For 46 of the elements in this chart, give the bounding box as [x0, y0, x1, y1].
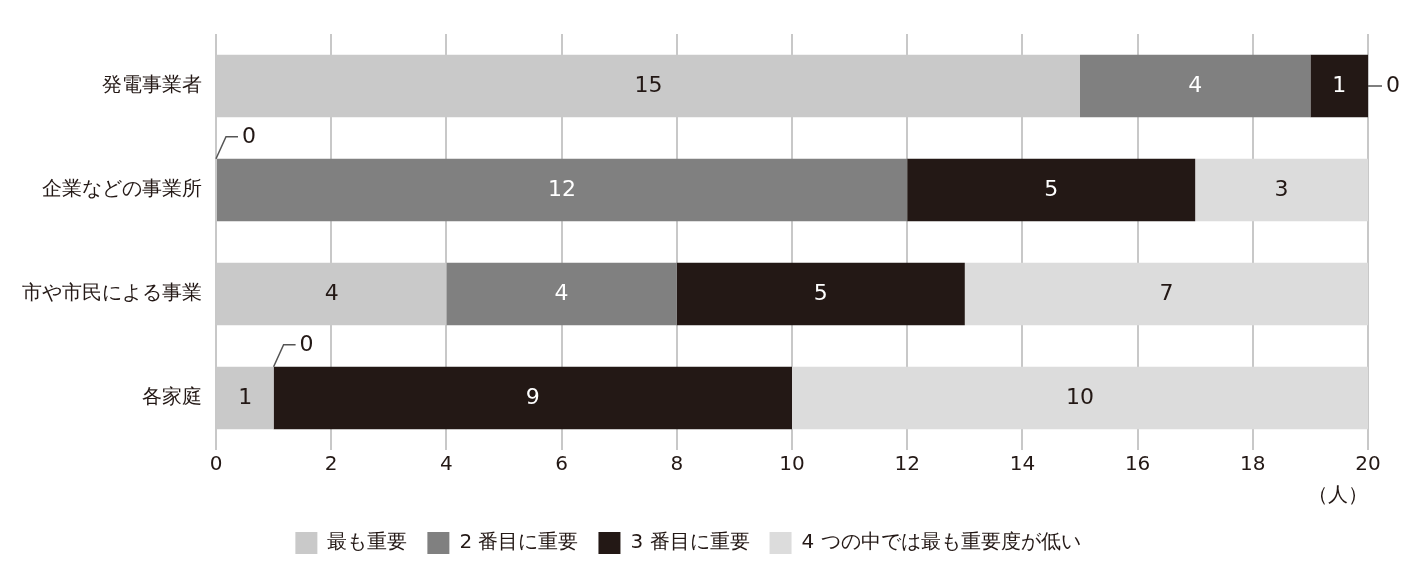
annotation: 0: [1386, 71, 1400, 97]
x-tick-label: 8: [670, 451, 684, 476]
bar: [792, 366, 1368, 430]
legend-label: 2 番目に重要: [459, 529, 579, 554]
data-label: 12: [548, 175, 577, 201]
x-tick-label: 20: [1355, 451, 1381, 476]
y-tick-label: 市や市民による事業: [22, 280, 202, 305]
bar: [273, 366, 792, 430]
data-label: 4: [1188, 71, 1203, 97]
x-tick-label: 12: [894, 451, 920, 476]
bar: [964, 262, 1368, 326]
x-tick-label: 0: [209, 451, 223, 476]
x-axis-title: （人）: [1308, 482, 1368, 507]
data-label: 4: [554, 279, 569, 305]
bar: [1310, 54, 1368, 118]
y-tick-label: 各家庭: [142, 384, 202, 409]
x-tick-label: 16: [1124, 451, 1151, 476]
bar: [1080, 54, 1311, 118]
data-label: 5: [813, 279, 828, 305]
legend-label: 4 つの中では最も重要度が低い: [801, 529, 1081, 554]
y-tick-label: 企業などの事業所: [42, 176, 202, 201]
data-label: 10: [1066, 383, 1094, 409]
annotation: 0: [242, 122, 256, 148]
legend-label: 最も重要: [327, 529, 408, 554]
x-tick-label: 6: [555, 451, 568, 476]
data-label: 9: [525, 383, 540, 409]
data-label: 1: [238, 383, 253, 409]
legend-label: 3 番目に重要: [630, 529, 750, 554]
data-label: 1: [1332, 71, 1347, 97]
data-label: 4: [324, 279, 339, 305]
bar: [676, 262, 965, 326]
x-tick-label: 2: [324, 451, 338, 476]
data-label: 5: [1044, 175, 1059, 201]
data-label: 7: [1159, 279, 1174, 305]
data-label: 15: [634, 71, 663, 97]
x-tick-label: 10: [779, 451, 805, 476]
annotation: 0: [299, 330, 314, 356]
bar: [907, 158, 1196, 222]
bar: [446, 262, 677, 326]
data-label: 3: [1274, 175, 1289, 201]
x-tick-label: 14: [1009, 451, 1036, 476]
bar: [1195, 158, 1368, 222]
bar: [217, 158, 908, 222]
y-tick-label: 発電事業者: [102, 72, 202, 97]
x-tick-label: 18: [1240, 451, 1266, 476]
x-tick-label: 4: [440, 451, 453, 476]
